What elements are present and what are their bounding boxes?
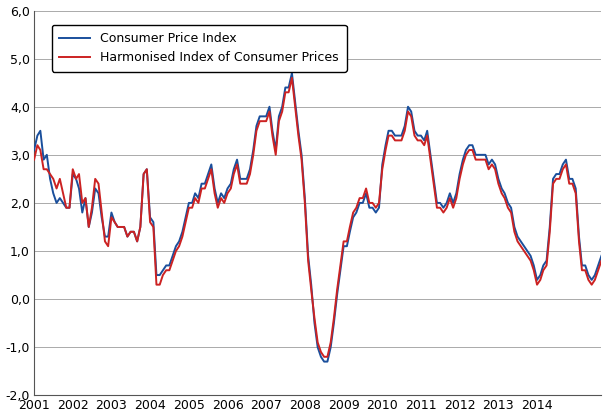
Line: Harmonised Index of Consumer Prices: Harmonised Index of Consumer Prices [34,78,602,357]
Line: Consumer Price Index: Consumer Price Index [34,73,602,362]
Legend: Consumer Price Index, Harmonised Index of Consumer Prices: Consumer Price Index, Harmonised Index o… [52,25,347,72]
